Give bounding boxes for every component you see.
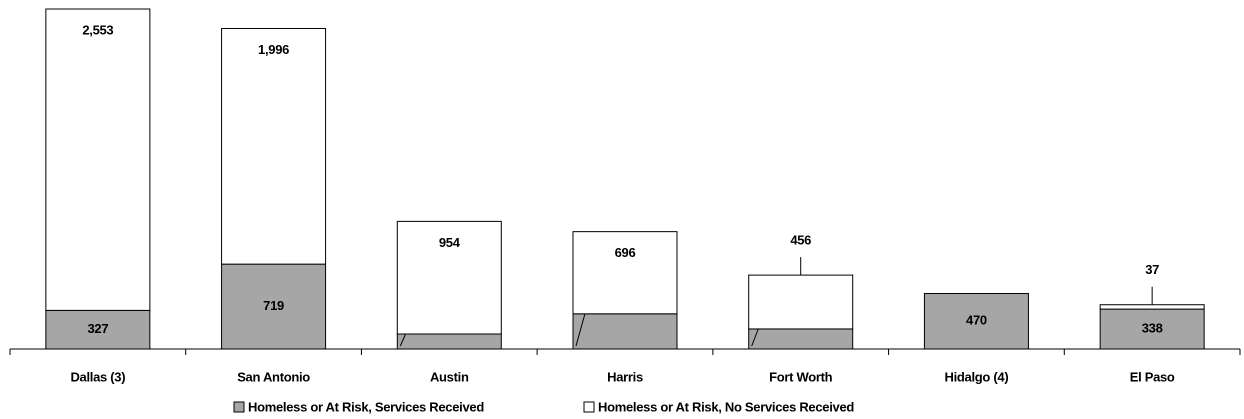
- bar-segment: [572, 231, 678, 315]
- bar-segment: [221, 27, 327, 265]
- bar-segment: [396, 333, 502, 350]
- data-label: 719: [263, 298, 284, 313]
- bar-segment: [45, 309, 151, 350]
- bar-segment: [748, 274, 854, 330]
- x-tick-label: Harris: [607, 369, 643, 384]
- x-tick-label: San Antonio: [237, 369, 310, 384]
- bar-segment: [396, 220, 502, 335]
- data-label: 954: [439, 235, 461, 250]
- data-label: 1,996: [258, 42, 289, 57]
- x-tick-label: Austin: [430, 369, 469, 384]
- legend-swatch: [583, 401, 595, 413]
- legend-swatch: [233, 401, 245, 413]
- data-label: 327: [87, 321, 108, 336]
- data-label: 338: [1142, 320, 1163, 335]
- legend-label: Homeless or At Risk, No Services Receive…: [598, 399, 854, 414]
- x-tick-label: Fort Worth: [769, 369, 833, 384]
- bar-segment: [1099, 308, 1205, 350]
- x-tick-label: Dallas (3): [70, 369, 125, 384]
- data-label: 696: [615, 245, 636, 260]
- data-label: 456: [790, 233, 811, 248]
- x-tick-label: Hidalgo (4): [944, 369, 1008, 384]
- bar-segment: [572, 313, 678, 350]
- data-label: 2,553: [82, 22, 113, 37]
- data-label: 470: [966, 313, 987, 328]
- bar-segment: [748, 328, 854, 350]
- legend-label: Homeless or At Risk, Services Received: [248, 399, 484, 414]
- bar-segment: [45, 8, 151, 311]
- bar-segment: [923, 293, 1029, 350]
- data-label: 37: [1145, 262, 1159, 277]
- bar-segment: [221, 263, 327, 350]
- bar-segment: [1099, 304, 1205, 310]
- x-tick-label: El Paso: [1130, 369, 1175, 384]
